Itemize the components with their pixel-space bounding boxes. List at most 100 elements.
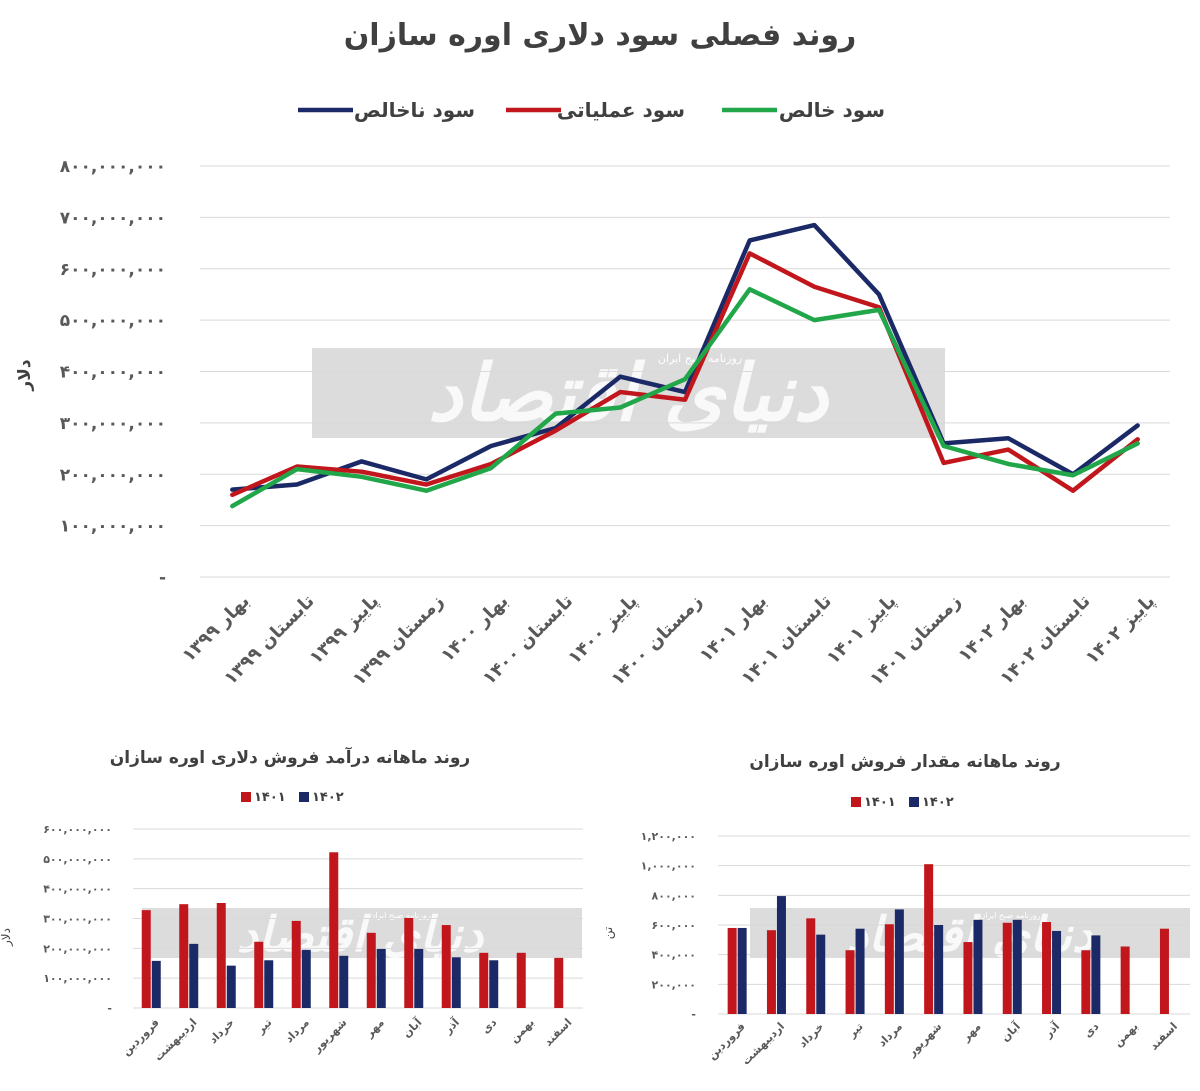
- y-tick-label: ۳۰۰,۰۰۰,۰۰۰: [60, 414, 166, 434]
- bar-۱۴۰۲: [376, 948, 386, 1008]
- bar-۱۴۰۲: [489, 960, 499, 1008]
- legend-swatch: [241, 792, 251, 802]
- y-tick-label: ۱,۰۰۰,۰۰۰: [641, 860, 696, 873]
- bar-۱۴۰۱: [727, 927, 737, 1014]
- main-line-chart: دنیای اقتصاد روزنامه صبح ایران -۱۰۰,۰۰۰,…: [15, 98, 1170, 690]
- bar-۱۴۰۲: [1052, 930, 1062, 1014]
- y-tick-label: -: [159, 568, 166, 588]
- bar-۱۴۰۲: [189, 943, 199, 1008]
- bar-۱۴۰۱: [141, 910, 151, 1008]
- y-tick-label: ۴۰۰,۰۰۰,۰۰۰: [43, 883, 112, 896]
- legend-label: سود ناخالص: [354, 98, 475, 122]
- revenue-bar-chart: دنیای اقتصاد روزنامه صبح ایران - ۱۰۰,۰۰۰,…: [0, 790, 583, 1064]
- bar-۱۴۰۱: [845, 950, 855, 1014]
- watermark: دنیای اقتصاد روزنامه صبح ایران: [142, 907, 582, 963]
- bar-۱۴۰۱: [291, 920, 301, 1008]
- x-tick-label: اسفند: [542, 1016, 575, 1049]
- x-tick-label: بهمن: [507, 1016, 536, 1045]
- bar-۱۴۰۱: [254, 941, 264, 1008]
- watermark-subtext: روزنامه صبح ایران: [979, 911, 1040, 920]
- y-tick-label: ۱,۲۰۰,۰۰۰: [641, 830, 696, 843]
- y-tick-label: ۱۰۰,۰۰۰,۰۰۰: [43, 972, 112, 985]
- y-axis-label: دلار: [0, 928, 14, 947]
- y-axis-label: تن: [601, 927, 616, 939]
- x-tick-label: شهریور: [310, 1016, 350, 1056]
- y-tick-label: ۳۰۰,۰۰۰,۰۰۰: [43, 913, 112, 926]
- x-tick-label: پاییز ۱۴۰۲: [1081, 591, 1159, 669]
- x-tick-label: آبان: [998, 1019, 1023, 1044]
- legend-swatch: [909, 797, 919, 807]
- bar-۱۴۰۲: [1012, 919, 1022, 1014]
- bar-۱۴۰۲: [934, 925, 944, 1014]
- bar-۱۴۰۱: [179, 904, 189, 1008]
- series-line-2: [230, 251, 1140, 498]
- bar-۱۴۰۲: [264, 960, 274, 1008]
- bar-۱۴۰۱: [766, 930, 776, 1014]
- bar-۱۴۰۲: [973, 919, 983, 1014]
- x-tick-label: دی: [479, 1016, 500, 1037]
- x-tick-label: مرداد: [282, 1016, 311, 1045]
- legend-label: ۱۴۰۱: [864, 795, 896, 810]
- legend-label: سود خالص: [779, 98, 885, 122]
- y-tick-label: ۶۰۰,۰۰۰,۰۰۰: [60, 260, 166, 280]
- x-tick-label: مهر: [362, 1016, 387, 1041]
- x-tick-label: آذر: [440, 1015, 462, 1037]
- bar-۱۴۰۱: [924, 864, 934, 1014]
- bar-۱۴۰۱: [554, 957, 564, 1008]
- bar-۱۴۰۱: [329, 852, 339, 1008]
- bar-۱۴۰۲: [855, 928, 865, 1014]
- bar-۱۴۰۲: [894, 909, 904, 1014]
- quantity-chart-title: روند ماهانه مقدار فروش اوره سازان: [749, 752, 1061, 772]
- legend-label: ۱۴۰۲: [312, 790, 344, 805]
- quantity-bar-chart: دنیای اقتصاد روزنامه صبح ایران -۲۰۰,۰۰۰۴…: [601, 795, 1190, 1068]
- y-tick-label: ۴۰۰,۰۰۰,۰۰۰: [60, 363, 166, 383]
- revenue-chart-title: روند ماهانه درآمد فروش دلاری اوره سازان: [109, 748, 471, 768]
- y-tick-label: ۲۰۰,۰۰۰,۰۰۰: [60, 465, 166, 485]
- watermark-subtext: روزنامه صبح ایران: [369, 911, 430, 920]
- x-tick-label: بهمن: [1111, 1020, 1140, 1049]
- x-tick-label: شهریور: [904, 1020, 944, 1060]
- bar-۱۴۰۱: [884, 924, 894, 1014]
- bar-۱۴۰۲: [451, 957, 461, 1008]
- x-tick-label: تیر: [254, 1016, 275, 1037]
- bar-۱۴۰۱: [216, 902, 226, 1008]
- bar-۱۴۰۲: [1091, 935, 1101, 1014]
- bar-۱۴۰۱: [963, 942, 973, 1014]
- bar-۱۴۰۲: [776, 896, 786, 1014]
- bar-۱۴۰۱: [366, 932, 376, 1008]
- bar-۱۴۰۲: [816, 934, 826, 1014]
- bar-۱۴۰۲: [414, 948, 424, 1008]
- bar-۱۴۰۱: [806, 918, 816, 1014]
- x-tick-label: دی: [1081, 1020, 1102, 1041]
- bar-۱۴۰۱: [404, 917, 414, 1008]
- y-tick-label: -: [107, 1002, 112, 1015]
- x-tick-label: مرداد: [875, 1020, 904, 1049]
- bar-۱۴۰۱: [1002, 922, 1012, 1014]
- y-tick-label: ۲۰۰,۰۰۰: [652, 978, 696, 991]
- series-line-3: [230, 287, 1140, 509]
- y-tick-label: ۲۰۰,۰۰۰,۰۰۰: [43, 942, 112, 955]
- y-tick-label: ۴۰۰,۰۰۰: [652, 949, 696, 962]
- legend-label: ۱۴۰۱: [254, 790, 286, 805]
- bar-۱۴۰۱: [1042, 922, 1052, 1014]
- y-axis-label: دلار: [15, 359, 35, 391]
- x-tick-label: مهر: [959, 1020, 984, 1045]
- y-tick-label: ۵۰۰,۰۰۰,۰۰۰: [43, 853, 112, 866]
- y-tick-label: -: [691, 1008, 696, 1021]
- y-tick-label: ۸۰۰,۰۰۰,۰۰۰: [60, 157, 166, 177]
- bar-۱۴۰۱: [516, 952, 526, 1008]
- bar-۱۴۰۱: [1159, 928, 1169, 1014]
- y-tick-label: ۶۰۰,۰۰۰,۰۰۰: [43, 823, 112, 836]
- y-tick-label: ۵۰۰,۰۰۰,۰۰۰: [60, 311, 166, 331]
- y-tick-label: ۷۰۰,۰۰۰,۰۰۰: [60, 208, 166, 228]
- x-tick-label: خرداد: [796, 1020, 826, 1050]
- series-line-1: [230, 222, 1140, 492]
- x-tick-label: اسفند: [1147, 1020, 1180, 1053]
- bar-۱۴۰۲: [151, 960, 161, 1008]
- bar-۱۴۰۱: [441, 925, 451, 1008]
- bar-۱۴۰۲: [301, 949, 311, 1008]
- bar-۱۴۰۱: [479, 952, 489, 1008]
- y-tick-label: ۱۰۰,۰۰۰,۰۰۰: [60, 517, 166, 537]
- chart-title: روند فصلی سود دلاری اوره سازان: [343, 18, 857, 53]
- x-tick-label: آبان: [399, 1015, 424, 1040]
